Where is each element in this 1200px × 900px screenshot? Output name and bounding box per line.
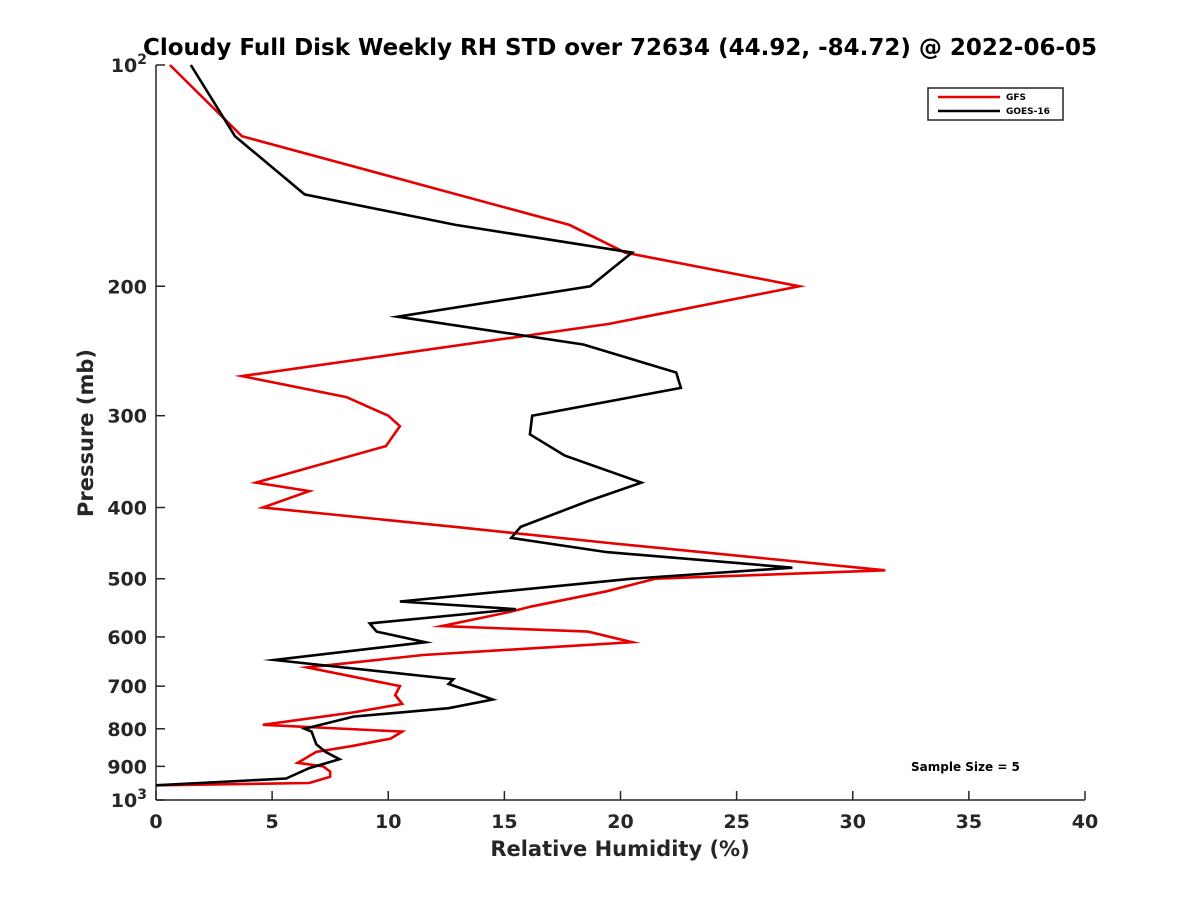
- chart-title: Cloudy Full Disk Weekly RH STD over 7263…: [143, 35, 1097, 61]
- axes: 0 5 10 15 20 25 30 35 40 102 200 300 400 500 600 700 800…: [107, 52, 1098, 833]
- y-tick-label: 300: [107, 406, 147, 428]
- x-tick-label: 20: [607, 811, 633, 833]
- x-axis-label: Relative Humidity (%): [490, 837, 749, 861]
- series-line-gfs: [155, 64, 886, 787]
- x-tick-label: 0: [149, 811, 162, 833]
- y-tick-label: 500: [107, 569, 147, 591]
- y-tick-label: 102: [111, 52, 147, 77]
- x-tick-label: 30: [840, 811, 866, 833]
- y-tick-label: 103: [111, 787, 147, 812]
- x-tick-label: 25: [723, 811, 749, 833]
- legend-box: [927, 87, 1064, 121]
- sample-size-annotation: Sample Size = 5: [911, 760, 1020, 774]
- series-layer: [155, 64, 886, 787]
- x-tick-label: 35: [956, 811, 982, 833]
- legend: GFS GOES-16: [927, 87, 1064, 121]
- y-tick-label: 200: [107, 276, 147, 298]
- y-tick-label: 900: [107, 756, 147, 778]
- x-tick-label: 5: [266, 811, 279, 833]
- x-tick-label: 40: [1072, 811, 1098, 833]
- legend-label-gfs: GFS: [1006, 93, 1026, 103]
- y-tick-label: 700: [107, 676, 147, 698]
- x-tick-label: 10: [375, 811, 401, 833]
- y-tick-label: 800: [107, 719, 147, 741]
- y-tick-label: 400: [107, 498, 147, 520]
- legend-label-goes16: GOES-16: [1006, 107, 1050, 117]
- y-axis-label: Pressure (mb): [74, 349, 98, 517]
- x-tick-label: 15: [491, 811, 517, 833]
- series-line-goes16: [155, 64, 793, 787]
- y-tick-label: 600: [107, 627, 147, 649]
